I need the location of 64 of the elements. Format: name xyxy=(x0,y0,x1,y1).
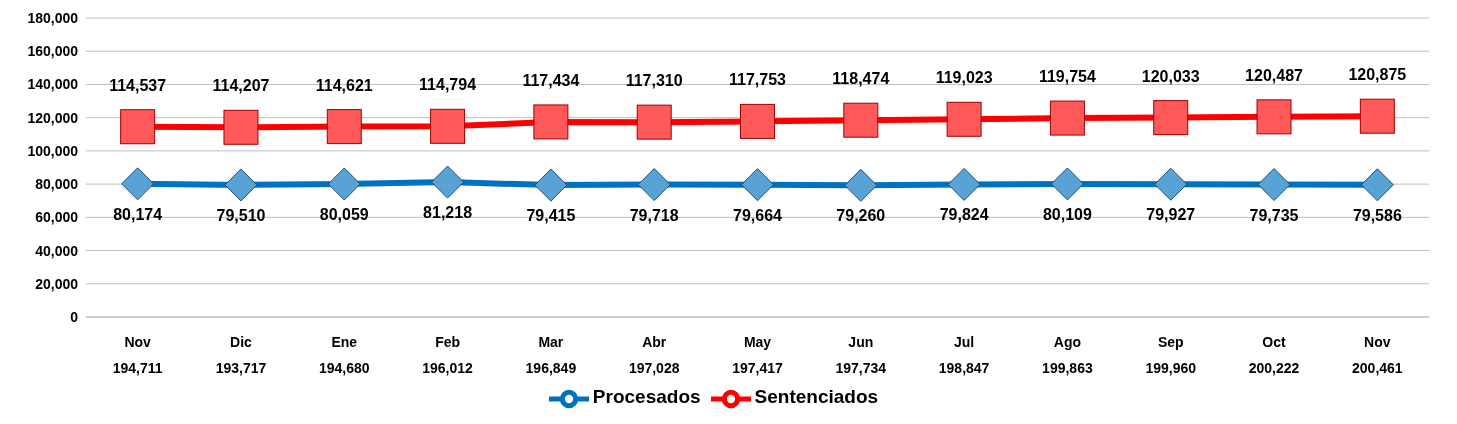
x-tick-label: Jun xyxy=(848,334,874,350)
x-tick-label: Mar xyxy=(538,334,564,350)
data-label: 79,510 xyxy=(216,206,266,224)
y-tick-label: 80,000 xyxy=(35,176,79,193)
data-label: 120,033 xyxy=(1141,67,1200,85)
data-label: 117,753 xyxy=(729,71,787,89)
data-label: 118,474 xyxy=(832,70,890,88)
y-tick-label: 140,000 xyxy=(27,76,79,93)
data-label: 79,824 xyxy=(939,206,989,224)
data-label: 120,875 xyxy=(1348,66,1407,84)
y-tick-label: 20,000 xyxy=(35,275,79,292)
data-label: 114,794 xyxy=(419,76,477,94)
text: 196,012 xyxy=(422,360,473,376)
x-tick-label: Nov xyxy=(1364,334,1391,350)
x-tick-label: Sep xyxy=(1157,334,1184,350)
data-label: 117,434 xyxy=(522,71,580,89)
text: 199,960 xyxy=(1145,360,1197,376)
text: 194,680 xyxy=(318,360,370,376)
data-label: 80,059 xyxy=(319,206,369,224)
x-tick-label: Jul xyxy=(954,334,975,350)
data-label: 114,207 xyxy=(212,77,270,95)
data-label: 117,310 xyxy=(625,72,683,90)
data-label: 79,664 xyxy=(733,206,783,224)
text: 199,863 xyxy=(1042,360,1093,376)
y-tick-label: 60,000 xyxy=(35,209,79,226)
data-label: 120,487 xyxy=(1245,66,1304,84)
data-label: 81,218 xyxy=(423,204,473,222)
legend-label: Procesados xyxy=(592,385,701,407)
x-tick-label: Dic xyxy=(230,334,253,350)
y-tick-label: 160,000 xyxy=(27,43,79,60)
data-label: 79,415 xyxy=(526,207,576,225)
data-label: 79,718 xyxy=(629,206,679,224)
text: 196,849 xyxy=(525,360,577,376)
x-tick-label: Oct xyxy=(1262,334,1287,350)
legend-label: Sentenciados xyxy=(754,385,879,407)
y-tick-label: 120,000 xyxy=(27,109,79,126)
text: 198,847 xyxy=(938,360,990,376)
x-tick-label: Ene xyxy=(331,334,358,350)
y-tick-label: 0 xyxy=(70,308,79,325)
x-tick-label: Feb xyxy=(435,334,461,350)
x-tick-label: Nov xyxy=(124,334,152,350)
text: 194,711 xyxy=(112,360,163,376)
data-label: 79,735 xyxy=(1249,206,1299,224)
text: 197,028 xyxy=(628,360,680,376)
data-label: 79,927 xyxy=(1146,206,1196,224)
data-label: 114,537 xyxy=(109,76,167,94)
text: 200,222 xyxy=(1248,360,1300,376)
text: 197,417 xyxy=(732,360,783,376)
data-label: 114,621 xyxy=(315,76,373,94)
y-tick-label: 180,000 xyxy=(27,9,79,26)
text: 193,717 xyxy=(215,360,267,376)
data-label: 79,260 xyxy=(836,207,886,225)
data-label: 79,586 xyxy=(1352,206,1402,224)
text: 200,461 xyxy=(1352,360,1403,376)
x-tick-label: Abr xyxy=(642,334,667,350)
y-tick-label: 40,000 xyxy=(35,242,79,259)
data-label: 119,023 xyxy=(935,69,993,87)
data-label: 119,754 xyxy=(1038,68,1096,86)
data-label: 80,109 xyxy=(1042,205,1092,223)
text: 197,734 xyxy=(835,360,887,376)
data-label: 80,174 xyxy=(113,205,163,223)
y-tick-label: 100,000 xyxy=(27,142,79,159)
x-tick-label: Ago xyxy=(1053,334,1082,350)
x-tick-label: May xyxy=(743,334,772,350)
